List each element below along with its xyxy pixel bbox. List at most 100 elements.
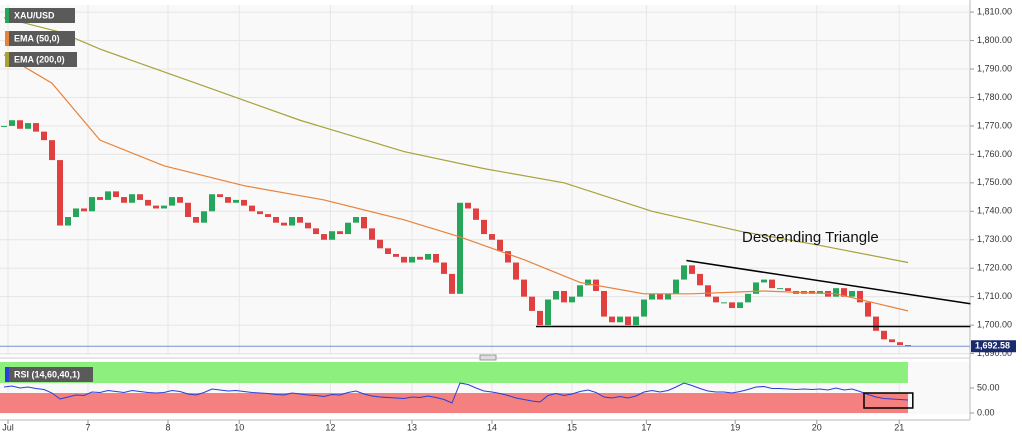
ema-line — [3, 17, 909, 264]
candle — [865, 302, 871, 317]
y-tick-label: 0.00 — [977, 407, 995, 417]
candle — [537, 310, 543, 326]
candle — [145, 199, 151, 206]
legend-swatch — [5, 52, 9, 67]
candle — [209, 194, 215, 212]
candle — [89, 197, 95, 212]
candle — [241, 199, 247, 206]
legend-swatch — [5, 31, 9, 46]
candle — [817, 290, 823, 294]
y-tick-label: 1,710.00 — [977, 291, 1012, 301]
candle — [465, 202, 471, 209]
candle — [449, 273, 455, 294]
candle — [601, 290, 607, 317]
candle — [457, 202, 463, 294]
y-tick-label: 1,700.00 — [977, 319, 1012, 329]
candle — [33, 123, 39, 132]
x-tick-label: 20 — [812, 422, 822, 432]
candle — [289, 216, 295, 226]
candle — [497, 239, 503, 252]
candle — [473, 208, 479, 220]
legend-label: EMA (50,0) — [14, 33, 60, 43]
last-price-label: 1,692.58 — [975, 341, 1010, 351]
highlight-box — [863, 392, 914, 409]
candle — [737, 302, 743, 309]
candle — [105, 191, 111, 200]
candle — [665, 293, 671, 300]
candle — [49, 140, 55, 161]
candle — [153, 205, 159, 209]
candle — [337, 231, 343, 235]
candle — [513, 262, 519, 280]
legend: XAU/USD EMA (50,0) EMA (200,0) RSI (14,6… — [5, 8, 93, 382]
x-tick-label: 13 — [407, 422, 417, 432]
candle — [681, 265, 687, 280]
candle — [385, 248, 391, 254]
candle — [169, 197, 175, 206]
x-tick-label: 15 — [567, 422, 577, 432]
x-tick-label: 14 — [487, 422, 497, 432]
candle — [841, 288, 847, 297]
candle — [753, 282, 759, 294]
rsi-title: RSI (14,60,40,1) — [14, 369, 80, 379]
candle — [73, 208, 79, 217]
rsi-band — [0, 393, 908, 413]
y-tick-label: 1,770.00 — [977, 120, 1012, 130]
candle — [57, 160, 63, 226]
candle — [433, 253, 439, 263]
candle — [577, 285, 583, 297]
ema-line — [3, 54, 909, 312]
candle — [481, 219, 487, 235]
y-tick-label: 1,740.00 — [977, 206, 1012, 216]
y-tick-label: 1,800.00 — [977, 35, 1012, 45]
x-tick-label: 8 — [165, 422, 170, 432]
candle — [233, 199, 239, 203]
candle — [97, 197, 103, 200]
candle — [369, 228, 375, 240]
candle — [689, 265, 695, 274]
candle — [361, 216, 367, 229]
legend-label: EMA (200,0) — [14, 54, 65, 64]
legend-box — [5, 52, 77, 67]
candle — [561, 290, 567, 303]
candle — [529, 296, 535, 311]
rsi-band — [0, 362, 908, 383]
candle — [729, 302, 735, 309]
divider-handle — [479, 354, 497, 361]
candle — [273, 216, 279, 223]
candle — [713, 296, 719, 303]
candle — [609, 316, 615, 323]
plot: Jul 7 8 10 12 13 14 15 17 19 20 21 1,690.00 1,700.00 1… — [0, 5, 1016, 432]
candle — [721, 302, 727, 304]
candle — [641, 299, 647, 317]
x-tick-label: 10 — [234, 422, 244, 432]
legend-swatch — [5, 8, 9, 23]
candle — [257, 211, 263, 215]
candle — [881, 330, 887, 340]
candle — [761, 279, 767, 283]
candle — [25, 123, 31, 129]
candle — [65, 216, 71, 226]
candle — [633, 316, 639, 326]
candle — [409, 256, 415, 263]
candle — [225, 197, 231, 203]
legend-box — [5, 31, 75, 46]
legend-box — [5, 8, 75, 23]
y-tick-label: 1,760.00 — [977, 149, 1012, 159]
last-price-box — [971, 340, 1016, 353]
x-tick-label: 21 — [894, 422, 904, 432]
candle — [393, 253, 399, 257]
candle — [161, 205, 167, 209]
trend-line — [686, 259, 971, 305]
candle — [137, 194, 143, 200]
candle — [649, 293, 655, 300]
candle — [41, 131, 47, 141]
candle — [177, 197, 183, 203]
candle — [521, 279, 527, 297]
candle — [345, 222, 351, 235]
candle — [353, 216, 359, 223]
candle — [625, 316, 631, 326]
x-tick-label: 12 — [325, 422, 335, 432]
candle — [673, 279, 679, 294]
